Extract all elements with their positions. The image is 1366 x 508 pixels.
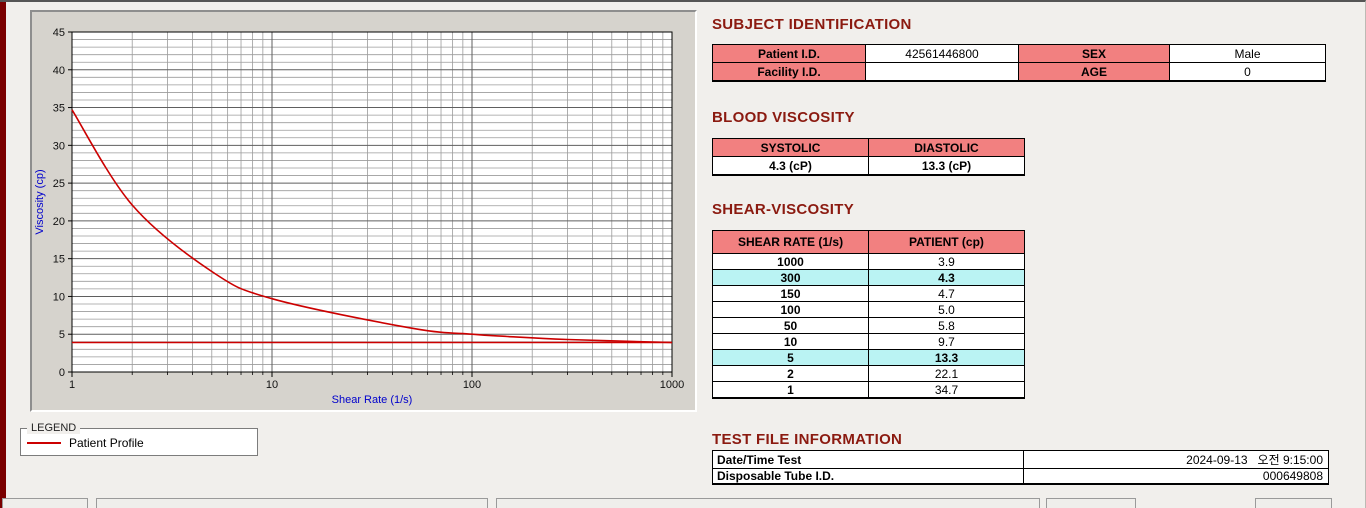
- shear-rate-cell: 100: [712, 301, 869, 318]
- legend-item: Patient Profile: [27, 436, 251, 450]
- viscosity-chart: 0 5 10 15 20 25 30 35 40 45 1 10 100 1000 Viscosity (c…: [34, 27, 684, 406]
- systolic-label: SYSTOLIC: [712, 138, 869, 157]
- blood-viscosity-table: SYSTOLIC DIASTOLIC 4.3 (cP) 13.3 (cP): [712, 138, 1025, 176]
- table-row: Patient I.D. 42561446800 SEX Male: [712, 44, 1326, 63]
- legend-box: LEGEND Patient Profile: [20, 422, 258, 456]
- svg-text:5: 5: [59, 329, 65, 341]
- shear-rate-cell: 10: [712, 333, 869, 350]
- test-file-information-heading: TEST FILE INFORMATION: [712, 431, 903, 448]
- svg-text:10: 10: [53, 291, 65, 303]
- age-value: 0: [1169, 62, 1326, 82]
- shear-rate-column-header: SHEAR RATE (1/s): [712, 230, 869, 254]
- date-time-test-value: 2024-09-13 오전 9:15:00: [1023, 450, 1329, 469]
- viscosity-chart-panel: 0 5 10 15 20 25 30 35 40 45 1 10 100 1000 Viscosity (c…: [30, 10, 697, 412]
- results-panel: SUBJECT IDENTIFICATION Patient I.D. 4256…: [712, 2, 1332, 508]
- svg-text:20: 20: [53, 216, 65, 228]
- bottom-control-3[interactable]: [496, 498, 1040, 508]
- diastolic-value: 13.3 (cP): [868, 156, 1025, 176]
- bottom-control-1[interactable]: [2, 498, 88, 508]
- systolic-value: 4.3 (cP): [712, 156, 869, 176]
- shear-row: 100 5.0: [712, 301, 1025, 318]
- patient-profile-line-sample: [27, 442, 61, 444]
- svg-text:Shear Rate (1/s): Shear Rate (1/s): [332, 394, 413, 406]
- svg-text:15: 15: [53, 254, 65, 266]
- blood-viscosity-heading: BLOOD VISCOSITY: [712, 109, 855, 126]
- shear-rate-cell: 50: [712, 317, 869, 334]
- test-file-information-table: Date/Time Test 2024-09-13 오전 9:15:00 Dis…: [712, 450, 1329, 485]
- patient-cp-cell: 34.7: [868, 381, 1025, 399]
- patient-cp-cell: 4.3: [868, 269, 1025, 286]
- patient-cp-cell: 3.9: [868, 253, 1025, 270]
- shear-row: 1000 3.9: [712, 253, 1025, 270]
- shear-row: 50 5.8: [712, 317, 1025, 334]
- patient-cp-cell: 9.7: [868, 333, 1025, 350]
- svg-text:25: 25: [53, 178, 65, 190]
- svg-text:1000: 1000: [660, 379, 684, 391]
- subject-identification-heading: SUBJECT IDENTIFICATION: [712, 16, 912, 33]
- legend-title: LEGEND: [27, 422, 81, 434]
- patient-cp-cell: 4.7: [868, 285, 1025, 302]
- shear-row: 150 4.7: [712, 285, 1025, 302]
- svg-text:40: 40: [53, 65, 65, 77]
- shear-rate-cell: 2: [712, 365, 869, 382]
- shear-rate-cell: 300: [712, 269, 869, 286]
- shear-row: 2 22.1: [712, 365, 1025, 382]
- bottom-control-5[interactable]: [1255, 498, 1332, 508]
- patient-cp-column-header: PATIENT (cp): [868, 230, 1025, 254]
- shear-rate-cell: 150: [712, 285, 869, 302]
- age-label: AGE: [1018, 62, 1170, 82]
- date-time-test-label: Date/Time Test: [712, 450, 1024, 469]
- table-row: Facility I.D. AGE 0: [712, 62, 1326, 82]
- svg-text:0: 0: [59, 367, 65, 379]
- legend-item-label: Patient Profile: [69, 436, 144, 450]
- disposable-tube-id-value: 000649808: [1023, 468, 1329, 485]
- shear-row: 300 4.3: [712, 269, 1025, 286]
- patient-cp-cell: 5.8: [868, 317, 1025, 334]
- patient-cp-cell: 5.0: [868, 301, 1025, 318]
- svg-text:35: 35: [53, 103, 65, 115]
- facility-id-value: [865, 62, 1019, 82]
- patient-id-label: Patient I.D.: [712, 44, 866, 63]
- subject-identification-table: Patient I.D. 42561446800 SEX Male Facili…: [712, 44, 1326, 82]
- facility-id-label: Facility I.D.: [712, 62, 866, 82]
- svg-text:45: 45: [53, 27, 65, 39]
- diastolic-label: DIASTOLIC: [868, 138, 1025, 157]
- shear-rate-cell: 1000: [712, 253, 869, 270]
- patient-id-value: 42561446800: [865, 44, 1019, 63]
- svg-text:10: 10: [266, 379, 278, 391]
- shear-viscosity-table: SHEAR RATE (1/s) PATIENT (cp) 1000 3.9 300…: [712, 230, 1025, 399]
- shear-rate-cell: 1: [712, 381, 869, 399]
- patient-cp-cell: 22.1: [868, 365, 1025, 382]
- window-accent-stripe: [0, 2, 6, 508]
- svg-text:1: 1: [69, 379, 75, 391]
- shear-row: 10 9.7: [712, 333, 1025, 350]
- sex-label: SEX: [1018, 44, 1170, 63]
- table-row: Date/Time Test 2024-09-13 오전 9:15:00: [712, 450, 1329, 469]
- table-row: Disposable Tube I.D. 000649808: [712, 468, 1329, 485]
- table-header-row: SHEAR RATE (1/s) PATIENT (cp): [712, 230, 1025, 254]
- svg-text:30: 30: [53, 140, 65, 152]
- sex-value: Male: [1169, 44, 1326, 63]
- shear-row: 5 13.3: [712, 349, 1025, 366]
- svg-text:Viscosity (cp): Viscosity (cp): [34, 169, 46, 234]
- shear-viscosity-heading: SHEAR-VISCOSITY: [712, 201, 855, 218]
- svg-text:100: 100: [463, 379, 481, 391]
- table-row: 4.3 (cP) 13.3 (cP): [712, 156, 1025, 176]
- bottom-control-2[interactable]: [96, 498, 488, 508]
- shear-rate-cell: 5: [712, 349, 869, 366]
- bottom-control-4[interactable]: [1046, 498, 1136, 508]
- patient-cp-cell: 13.3: [868, 349, 1025, 366]
- table-row: SYSTOLIC DIASTOLIC: [712, 138, 1025, 157]
- shear-row: 1 34.7: [712, 381, 1025, 399]
- disposable-tube-id-label: Disposable Tube I.D.: [712, 468, 1024, 485]
